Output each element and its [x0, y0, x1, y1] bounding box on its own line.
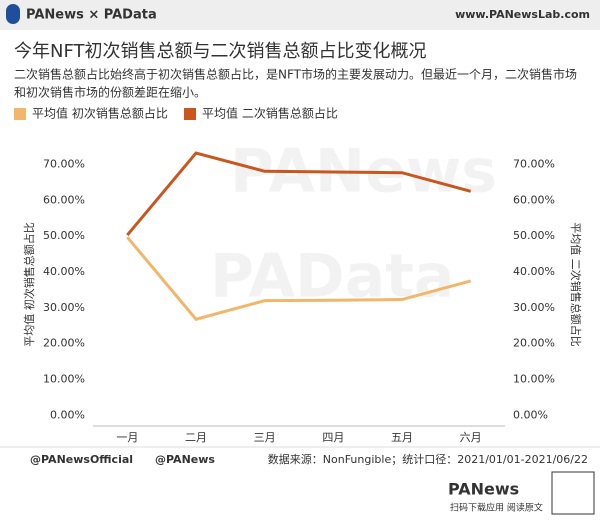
y-tick-label: 20.00%	[43, 337, 85, 350]
legend-swatch	[184, 108, 196, 120]
legend-label: 平均值 初次销售总额占比	[32, 106, 168, 121]
x-tick-label: 二月	[185, 431, 207, 444]
twitter: @PANewsOfficial	[30, 453, 133, 466]
y2-tick-label: 50.00%	[513, 229, 555, 242]
logo-mark	[6, 4, 20, 24]
y-tick-label: 0.00%	[50, 408, 85, 421]
y-tick-label: 70.00%	[43, 157, 85, 170]
y-tick-label: 60.00%	[43, 193, 85, 206]
site: www.PANewsLab.com	[455, 8, 590, 21]
x-tick-label: 三月	[254, 431, 276, 444]
footer-logo: PANews	[448, 480, 519, 499]
qr-code	[551, 471, 595, 515]
legend-swatch	[14, 108, 26, 120]
qr-caption: 扫码下载应用 阅读原文	[450, 502, 543, 514]
subtitle: 和初次销售市场的份额差距在缩小。	[14, 85, 206, 100]
y-tick-label: 10.00%	[43, 372, 85, 385]
series-line	[126, 151, 472, 237]
brand: PANews × PAData	[26, 8, 157, 23]
y-tick-label: 40.00%	[43, 265, 85, 278]
x-tick-label: 六月	[460, 431, 482, 444]
header-bar	[0, 0, 600, 30]
x-tick-label: 五月	[391, 431, 413, 444]
x-tick-label: 一月	[116, 431, 138, 444]
y2-tick-label: 70.00%	[513, 157, 555, 170]
source: 数据来源：NonFungible；统计口径：2021/01/01-2021/06…	[268, 452, 588, 466]
y2-tick-label: 0.00%	[513, 408, 548, 421]
weibo: @PANews	[155, 453, 215, 466]
series-line	[126, 236, 472, 321]
x-tick-label: 四月	[322, 431, 344, 444]
y2-tick-label: 20.00%	[513, 337, 555, 350]
y-tick-label: 50.00%	[43, 229, 85, 242]
legend-label: 平均值 二次销售总额占比	[202, 106, 338, 121]
chart-title: 今年NFT初次销售总额与二次销售总额占比变化概况	[14, 41, 427, 62]
y2-tick-label: 60.00%	[513, 193, 555, 206]
y2-axis-label: 平均值 二次销售总额占比	[569, 222, 583, 347]
y2-tick-label: 40.00%	[513, 265, 555, 278]
subtitle: 二次销售总额占比始终高于初次销售总额占比，是NFT市场的主要发展动力。但最近一个…	[14, 67, 577, 82]
y2-tick-label: 30.00%	[513, 301, 555, 314]
y-axis-label: 平均值 初次销售总额占比	[22, 222, 36, 347]
y2-tick-label: 10.00%	[513, 372, 555, 385]
y-tick-label: 30.00%	[43, 301, 85, 314]
